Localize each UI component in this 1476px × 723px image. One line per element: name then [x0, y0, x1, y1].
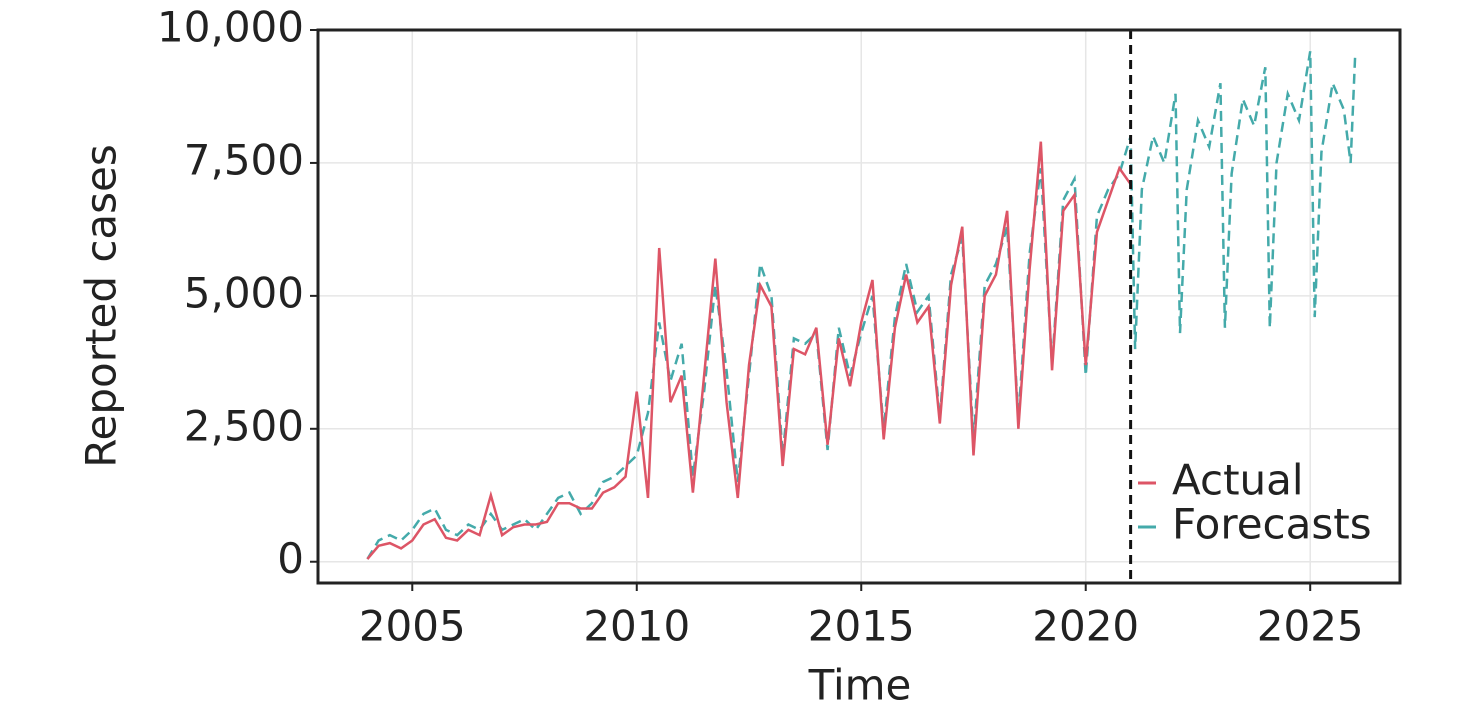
y-tick-label: 0: [277, 534, 304, 583]
y-tick-label: 10,000: [157, 3, 304, 52]
x-tick-label: 2005: [359, 602, 466, 651]
line-series: [366, 141, 1132, 560]
x-tick-label: 2020: [1032, 602, 1139, 651]
y-axis-label: Reported cases: [77, 144, 126, 468]
y-tick-label: 2,500: [184, 401, 304, 450]
line-series: [366, 51, 1357, 560]
plot-border: [316, 28, 1402, 585]
y-tick-label: 5,000: [184, 268, 304, 317]
x-tick-label: 2015: [808, 602, 915, 651]
x-axis-label: Time: [808, 661, 912, 710]
legend-label: Forecasts: [1172, 500, 1372, 549]
x-tick-label: 2010: [583, 602, 690, 651]
x-tick-label: 2025: [1257, 602, 1364, 651]
legend-label: Actual: [1172, 456, 1304, 505]
y-tick-label: 7,500: [184, 135, 304, 184]
